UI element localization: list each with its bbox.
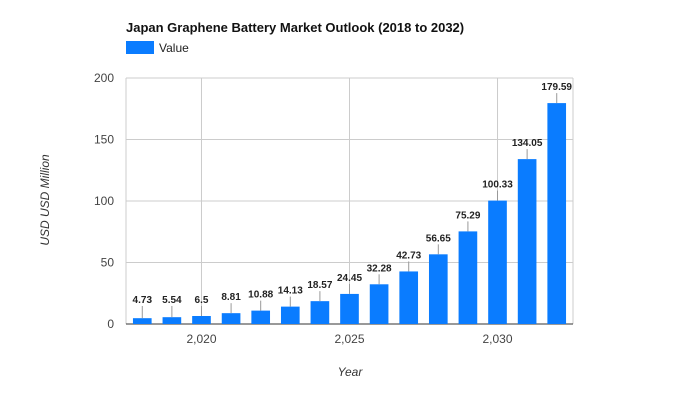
x-tick-label: 2,025 (334, 332, 364, 346)
data-label: 75.29 (455, 210, 480, 221)
y-tick-label: 0 (107, 317, 114, 331)
data-label: 134.05 (512, 138, 543, 149)
data-label: 18.57 (307, 280, 332, 291)
bar (162, 317, 182, 324)
bar (280, 306, 300, 324)
data-label: 6.5 (195, 295, 209, 306)
chart-title: Japan Graphene Battery Market Outlook (2… (126, 20, 464, 35)
data-label: 42.73 (396, 250, 421, 261)
bar (428, 254, 448, 324)
data-label: 24.45 (337, 273, 362, 284)
bar (369, 284, 389, 324)
bar (132, 318, 152, 324)
data-label: 32.28 (367, 263, 392, 274)
data-labels: 4.73 5.54 6.5 8.81 10.88 14.13 18.57 24.45 32.28… (133, 82, 572, 319)
bar (399, 271, 419, 324)
bar (221, 313, 241, 324)
bar (340, 293, 359, 324)
y-axis-title: USD USD Million (38, 154, 52, 246)
bar (517, 159, 537, 324)
data-label: 14.13 (278, 286, 303, 297)
y-tick-label: 200 (94, 71, 114, 85)
x-tick-label: 2,020 (186, 332, 216, 346)
data-label: 5.54 (162, 295, 182, 306)
data-label: 56.65 (426, 233, 451, 244)
legend-swatch (126, 41, 154, 54)
bar (251, 310, 271, 324)
bar (458, 231, 478, 324)
y-axis: 0 50 100 150 200 (94, 71, 114, 331)
bars (132, 103, 567, 324)
bar (192, 316, 211, 324)
y-tick-label: 100 (94, 194, 114, 208)
x-axis-title: Year (338, 365, 364, 379)
data-label: 179.59 (541, 82, 572, 93)
data-label: 100.33 (482, 180, 513, 191)
legend-label: Value (159, 41, 189, 55)
x-axis: 2,020 2,025 2,030 (186, 332, 512, 346)
bar (310, 301, 330, 324)
data-label: 8.81 (221, 292, 241, 303)
y-tick-label: 150 (94, 133, 114, 147)
bar (547, 103, 567, 324)
bar (488, 200, 507, 324)
y-tick-label: 50 (101, 256, 115, 270)
x-tick-label: 2,030 (482, 332, 512, 346)
data-label: 10.88 (248, 290, 273, 301)
data-label: 4.73 (133, 295, 153, 306)
